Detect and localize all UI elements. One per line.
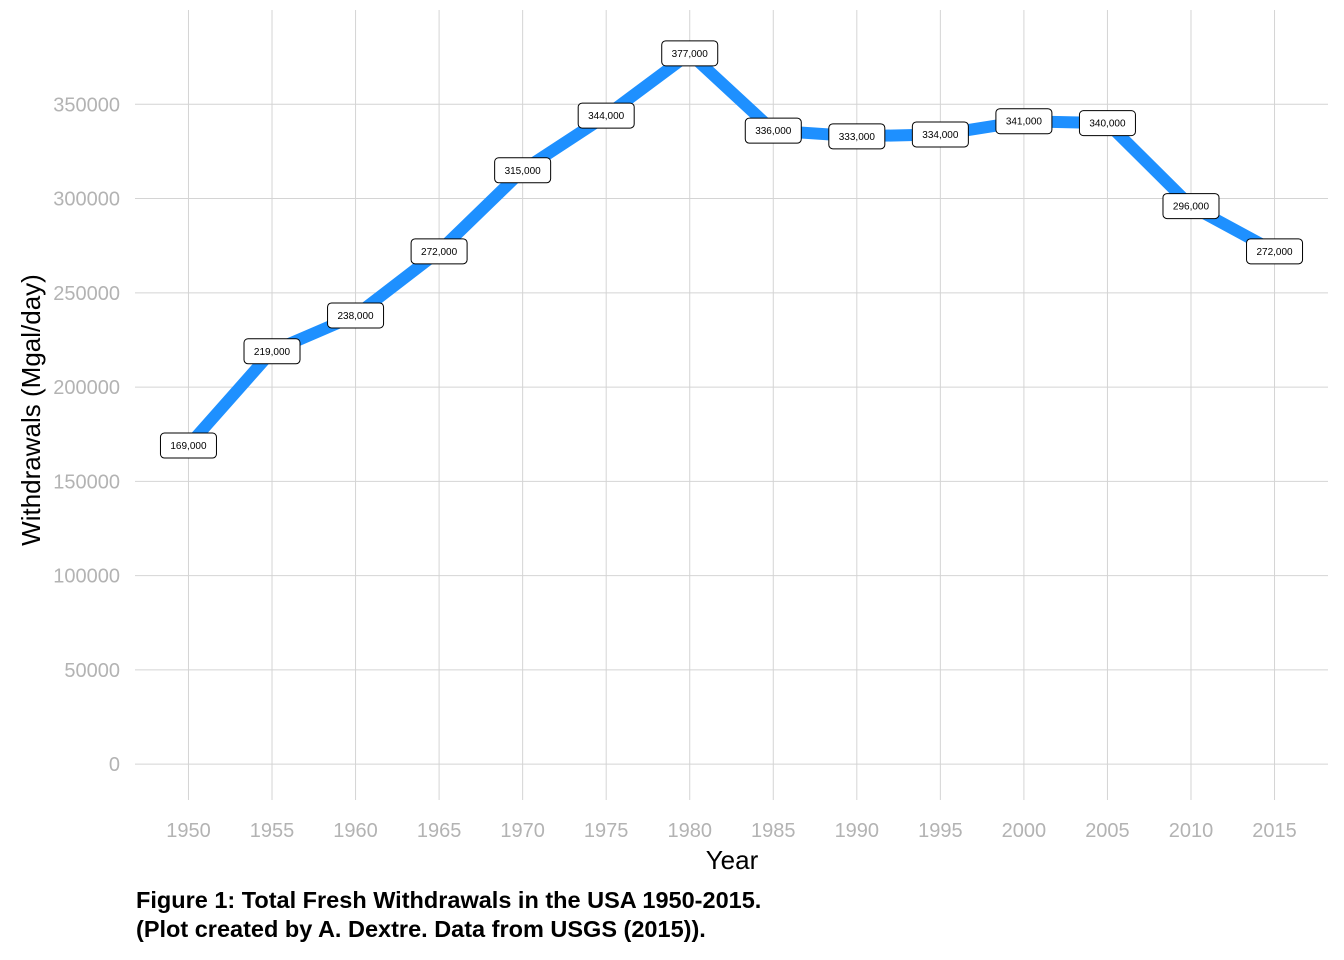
x-tick-label: 2010	[1169, 820, 1214, 842]
data-label: 336,000	[744, 117, 802, 144]
data-label: 296,000	[1162, 193, 1220, 220]
x-axis-title: Year	[706, 845, 759, 875]
data-label-box	[1078, 110, 1136, 137]
y-tick-label: 300000	[53, 189, 120, 211]
x-tick-label: 1955	[250, 820, 295, 842]
data-label: 344,000	[577, 102, 635, 129]
data-label-text: 296,000	[1173, 202, 1210, 213]
line-chart: 169,000 219,000 238,000 272,000 315,000 344,0…	[16, 10, 1328, 875]
caption-line-1: Figure 1: Total Fresh Withdrawals in the…	[136, 887, 762, 913]
y-tick-label: 150000	[53, 471, 120, 493]
data-label-box	[410, 238, 468, 265]
y-tick-label: 250000	[53, 283, 120, 305]
x-tick-label: 1960	[333, 820, 378, 842]
data-label-text: 340,000	[1089, 119, 1126, 130]
data-label-box	[577, 102, 635, 129]
y-tick-label: 0	[109, 754, 120, 776]
y-axis-title: Withdrawals (Mgal/day)	[16, 274, 46, 546]
figure-caption: Figure 1: Total Fresh Withdrawals in the…	[136, 886, 761, 944]
data-label-box	[1246, 238, 1304, 265]
data-label: 377,000	[661, 40, 719, 67]
data-label-box	[911, 121, 969, 148]
x-tick-label: 1985	[751, 820, 796, 842]
data-label-text: 344,000	[588, 111, 625, 122]
data-label-text: 219,000	[254, 347, 291, 358]
data-label-text: 334,000	[922, 130, 959, 141]
data-label: 341,000	[995, 108, 1053, 135]
x-tick-label: 2000	[1002, 820, 1047, 842]
data-label: 238,000	[327, 302, 385, 329]
data-label: 219,000	[243, 338, 301, 365]
y-tick-label: 50000	[64, 660, 120, 682]
data-label: 272,000	[1246, 238, 1304, 265]
x-tick-label: 1975	[584, 820, 629, 842]
x-tick-label: 1990	[835, 820, 880, 842]
data-label-text: 336,000	[755, 126, 792, 137]
data-label: 334,000	[911, 121, 969, 148]
data-label-text: 333,000	[839, 132, 876, 143]
data-label-box	[494, 157, 552, 184]
data-label-text: 238,000	[337, 311, 374, 322]
data-label-text: 341,000	[1006, 117, 1043, 128]
x-tick-label: 1995	[918, 820, 963, 842]
x-gridlines	[187, 10, 1276, 800]
data-label-box	[159, 432, 217, 459]
data-label: 169,000	[159, 432, 217, 459]
data-label-box	[243, 338, 301, 365]
data-label-text: 315,000	[505, 166, 542, 177]
data-label-box	[995, 108, 1053, 135]
x-tick-label: 2015	[1252, 820, 1297, 842]
data-label-box	[1162, 193, 1220, 220]
data-labels: 169,000 219,000 238,000 272,000 315,000 344,0…	[159, 40, 1304, 459]
y-axis-ticks: 0 50000 100000 150000 200000 250000 300000 3500…	[53, 94, 120, 776]
x-tick-label: 1965	[417, 820, 462, 842]
caption-line-2: (Plot created by A. Dextre. Data from US…	[136, 916, 706, 942]
x-tick-label: 1970	[500, 820, 545, 842]
x-tick-label: 1950	[166, 820, 211, 842]
data-label: 315,000	[494, 157, 552, 184]
data-label: 272,000	[410, 238, 468, 265]
data-label-box	[828, 123, 886, 150]
data-label-box	[327, 302, 385, 329]
y-gridlines	[135, 103, 1328, 765]
data-label: 333,000	[828, 123, 886, 150]
y-tick-label: 200000	[53, 377, 120, 399]
data-label: 340,000	[1078, 110, 1136, 137]
data-label-text: 377,000	[672, 49, 709, 60]
data-label-box	[661, 40, 719, 67]
y-tick-label: 350000	[53, 94, 120, 116]
data-label-box	[744, 117, 802, 144]
x-axis-ticks: 1950 1955 1960 1965 1970 1975 1980 1985 1990 1995…	[166, 820, 1297, 842]
x-tick-label: 2005	[1085, 820, 1130, 842]
y-tick-label: 100000	[53, 566, 120, 588]
data-label-text: 272,000	[1256, 247, 1293, 258]
data-label-text: 169,000	[170, 441, 207, 452]
data-label-text: 272,000	[421, 247, 458, 258]
x-tick-label: 1980	[667, 820, 712, 842]
